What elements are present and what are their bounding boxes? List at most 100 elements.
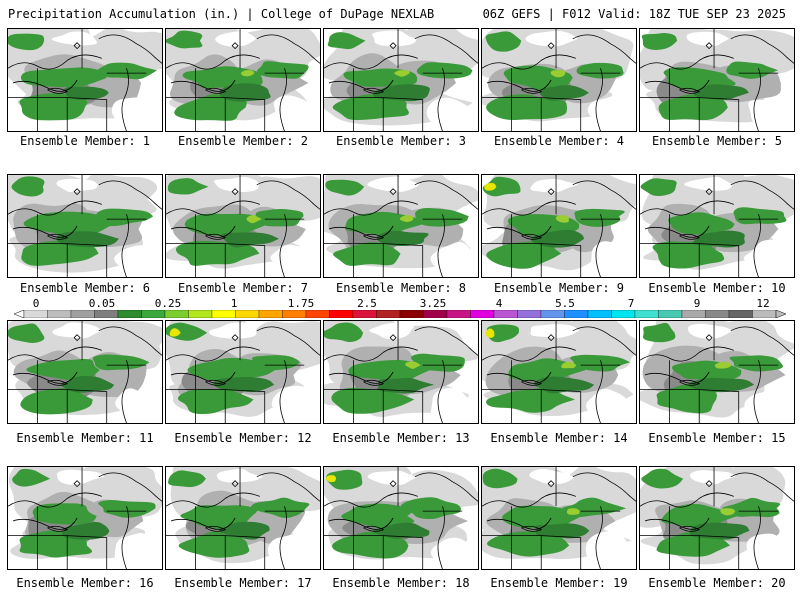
precip-green-area xyxy=(257,61,309,79)
boundary-line xyxy=(640,492,734,508)
precip-green-area xyxy=(327,32,366,50)
no-precip-area xyxy=(273,95,314,131)
boundary-line xyxy=(8,200,102,216)
ensemble-member-label: Ensemble Member: 17 xyxy=(174,576,312,590)
boundary-line xyxy=(730,34,794,64)
boundary-line xyxy=(414,180,478,210)
boundary-line xyxy=(521,233,543,240)
precip-green-area xyxy=(218,521,270,540)
colorbar-segment xyxy=(423,310,448,318)
ensemble-member-label: Ensemble Member: 1 xyxy=(19,134,151,148)
boundary-line xyxy=(486,79,552,92)
boundary-line xyxy=(521,525,543,532)
boundary-line xyxy=(595,506,603,569)
boundary-line xyxy=(572,180,636,210)
precip-green-area xyxy=(416,62,473,79)
precip-green-area xyxy=(21,240,99,266)
colorbar-tick-label: 1 xyxy=(230,297,238,310)
colorbar-segment xyxy=(94,310,119,318)
ensemble-member-map xyxy=(323,174,479,278)
colorbar-segment xyxy=(611,310,636,318)
precip-green-area xyxy=(570,354,631,372)
precip-green-area xyxy=(486,531,570,557)
boundary-line xyxy=(166,200,260,216)
colorbar-tick-label: 0.25 xyxy=(154,297,182,310)
colorbar-left-arrow xyxy=(14,310,25,318)
boundary-line xyxy=(753,506,761,569)
colorbar xyxy=(14,310,786,318)
boundary-line xyxy=(256,326,320,356)
station-marker xyxy=(389,42,397,50)
precip-map xyxy=(166,29,320,131)
boundary-line xyxy=(644,79,710,92)
station-marker xyxy=(389,188,397,196)
ensemble-member-label: Ensemble Member: 14 xyxy=(490,431,628,445)
precip-map xyxy=(482,29,636,131)
no-precip-area xyxy=(270,244,317,275)
boundary-line xyxy=(699,97,740,131)
boundary-line xyxy=(679,233,701,240)
boundary-line xyxy=(414,326,478,356)
no-precip-area xyxy=(111,97,160,127)
colorbar-segment xyxy=(658,310,683,318)
precip-green-area xyxy=(485,31,522,52)
precip-green-area xyxy=(324,322,364,343)
boundary-line xyxy=(437,360,445,423)
precip-green-area xyxy=(331,387,415,414)
ensemble-member-map xyxy=(165,466,321,570)
no-precip-area xyxy=(56,178,98,193)
ensemble-member-map xyxy=(639,466,795,570)
boundary-line xyxy=(644,371,710,384)
boundary-line xyxy=(121,68,129,131)
precip-green-area xyxy=(482,468,518,489)
ensemble-member-label: Ensemble Member: 16 xyxy=(16,576,154,590)
boundary-line xyxy=(8,492,102,508)
precip-green-area xyxy=(168,470,206,488)
station-marker xyxy=(547,42,555,50)
boundary-line xyxy=(383,389,424,423)
boundary-line xyxy=(328,371,394,384)
ensemble-member-label: Ensemble Member: 7 xyxy=(177,281,309,295)
no-precip-area xyxy=(215,31,257,47)
boundary-line xyxy=(225,243,266,277)
ensemble-member-label: Ensemble Member: 15 xyxy=(648,431,786,445)
boundary-line xyxy=(8,346,102,362)
station-marker xyxy=(73,42,81,50)
boundary-line xyxy=(730,326,794,356)
precip-map xyxy=(8,175,162,277)
precip-map xyxy=(324,175,478,277)
boundary-line xyxy=(363,525,385,532)
boundary-line xyxy=(205,87,227,94)
precip-green-area xyxy=(372,84,430,102)
colorbar-tick-label: 9 xyxy=(693,297,701,310)
precip-green-area xyxy=(641,468,684,489)
ensemble-member-map xyxy=(639,320,795,424)
boundary-line xyxy=(640,54,734,70)
boundary-line xyxy=(170,79,236,92)
boundary-line xyxy=(699,389,740,423)
precip-map xyxy=(640,29,794,131)
boundary-line xyxy=(328,517,394,530)
boundary-line xyxy=(572,34,636,64)
boundary-line xyxy=(363,379,385,386)
boundary-line xyxy=(482,492,576,508)
colorbar-segment xyxy=(164,310,189,318)
colorbar-tick-label: 0.05 xyxy=(88,297,116,310)
no-precip-area xyxy=(687,323,733,339)
boundary-line xyxy=(98,326,162,356)
colorbar-segment xyxy=(47,310,72,318)
boundary-line xyxy=(437,214,445,277)
ensemble-member-map xyxy=(481,28,637,132)
station-marker xyxy=(231,334,239,342)
no-precip-area xyxy=(587,95,634,127)
boundary-line xyxy=(8,243,68,277)
boundary-line xyxy=(205,525,227,532)
colorbar-segment xyxy=(23,310,48,318)
no-precip-area xyxy=(585,531,632,567)
no-precip-area xyxy=(367,470,418,486)
precip-heavy-area xyxy=(555,215,569,223)
boundary-line xyxy=(170,371,236,384)
precip-green-area xyxy=(11,176,45,197)
precip-green-area xyxy=(486,240,562,269)
ensemble-member-map xyxy=(7,174,163,278)
